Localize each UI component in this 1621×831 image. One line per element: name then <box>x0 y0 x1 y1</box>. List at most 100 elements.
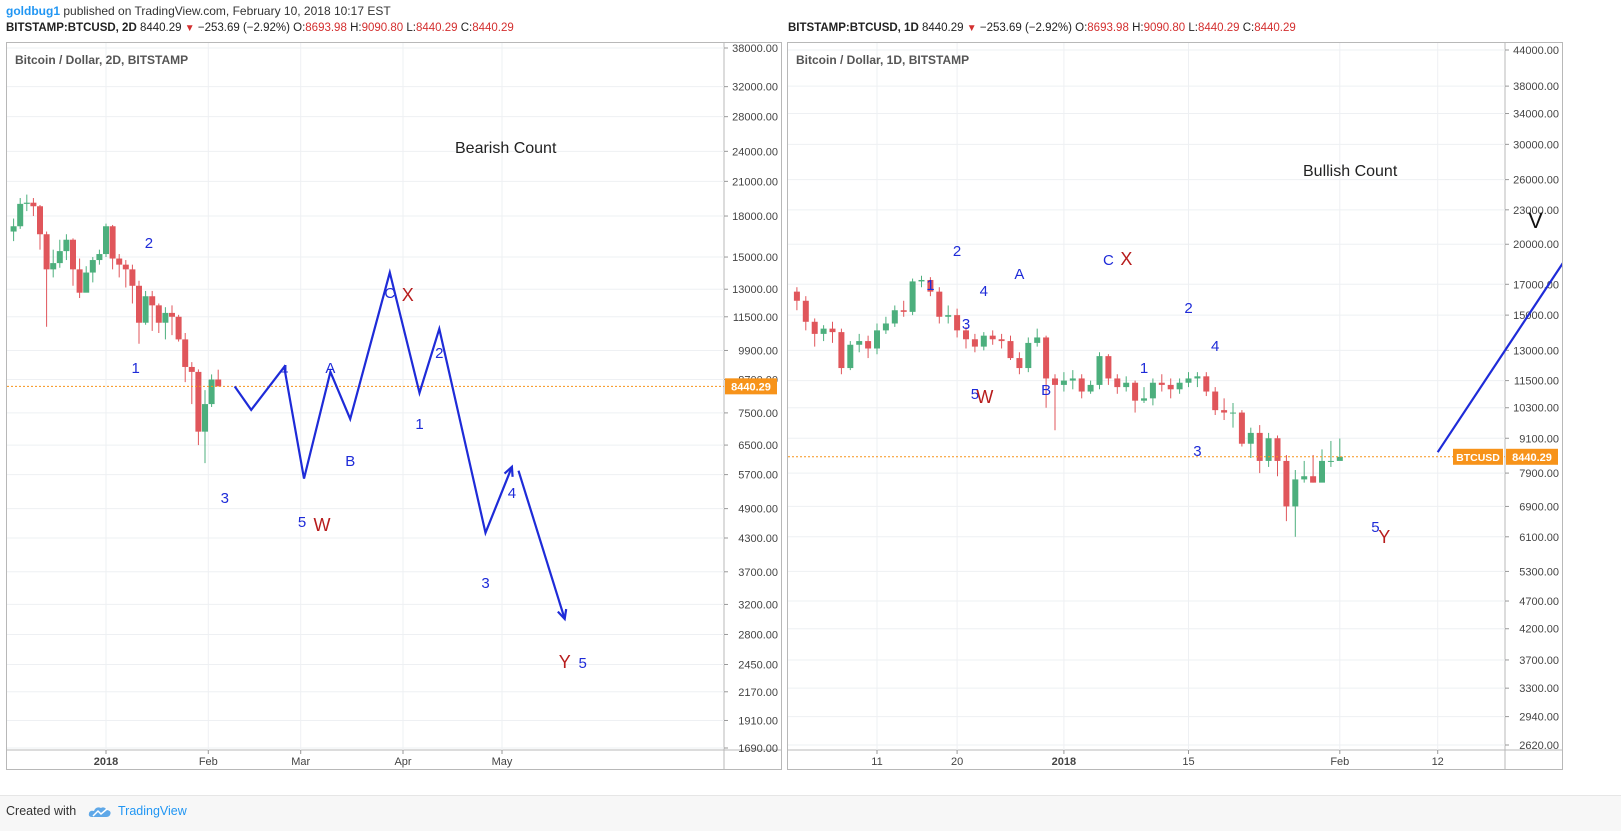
wave-label: W <box>976 387 993 407</box>
projection-path-final <box>517 470 566 620</box>
y-tick-label: 13000.00 <box>1513 345 1559 357</box>
candle-body <box>37 206 43 235</box>
candle-body <box>30 202 37 207</box>
candle-body <box>891 310 898 324</box>
candle-body <box>103 226 109 255</box>
candle-body <box>1319 460 1325 483</box>
chart-panel-right[interactable]: 44000.00 38000.00 34000.00 30000.00 26000.00… <box>787 42 1563 770</box>
candle-body <box>847 344 854 369</box>
candle-body <box>109 226 116 259</box>
arrow-head-icon <box>503 464 514 477</box>
wave-label: 4 <box>508 485 516 502</box>
candle-body <box>1060 380 1067 385</box>
tradingview-link[interactable]: TradingView <box>118 804 187 818</box>
close-value: 8440.29 <box>1254 22 1296 34</box>
y-tick-label: 20000.00 <box>1513 239 1559 251</box>
candle-body <box>811 321 818 334</box>
last-price: 8440.29 <box>921 22 964 34</box>
candle-body <box>1096 356 1103 385</box>
y-tick-label: 6500.00 <box>738 440 778 452</box>
candle-body <box>1336 456 1343 461</box>
wave-label: C <box>384 285 395 302</box>
y-tick-label: 2170.00 <box>738 687 778 699</box>
y-tick-label: 15000.00 <box>732 252 778 264</box>
y-tick-label: 4200.00 <box>1519 624 1559 636</box>
x-tick-label: 2018 <box>1052 756 1076 768</box>
candle-body <box>865 341 872 349</box>
y-tick-label: 4700.00 <box>1519 596 1559 608</box>
close-value: 8440.29 <box>472 22 514 34</box>
candle-body <box>971 339 978 347</box>
candle-body <box>116 258 123 265</box>
candle-body <box>1327 460 1334 462</box>
last-price-badge <box>725 378 777 395</box>
candle-body <box>1123 382 1130 388</box>
y-tick-label: 4300.00 <box>738 533 778 545</box>
chart-title: Bitcoin / Dollar, 1D, BITSTAMP <box>796 53 970 67</box>
x-tick-label: May <box>492 756 513 768</box>
y-tick-label: 21000.00 <box>732 176 778 188</box>
wave-label: 4 <box>280 362 288 379</box>
high-value: 9090.80 <box>1143 22 1186 34</box>
count-annotation: Bearish Count <box>455 140 557 157</box>
candle-body <box>1149 382 1156 399</box>
y-tick-label: 2620.00 <box>1519 740 1559 752</box>
y-tick-label: 4900.00 <box>738 504 778 516</box>
candle-body <box>215 379 222 387</box>
y-tick-label: 38000.00 <box>1513 81 1559 93</box>
chart-canvas-left[interactable]: 38000.00 32000.00 28000.00 24000.00 21000.00… <box>7 43 781 769</box>
chart-panel-left[interactable]: 38000.00 32000.00 28000.00 24000.00 21000.00… <box>6 42 782 770</box>
candle-body <box>1283 460 1290 507</box>
wave-label: 3 <box>962 316 970 333</box>
symbol-line-right: BITSTAMP:BTCUSD, 1D 8440.29 ▼ −253.69 (−… <box>788 22 1296 34</box>
y-tick-label: 32000.00 <box>732 82 778 94</box>
candle-body <box>1016 358 1023 369</box>
candle-body <box>1247 432 1254 444</box>
price-change: −253.69 (−2.92%) <box>979 22 1072 34</box>
wave-label: 2 <box>145 235 153 252</box>
candle-body <box>1043 337 1050 379</box>
projection-path <box>233 268 513 537</box>
candle-body <box>829 328 836 333</box>
y-tick-label: 44000.00 <box>1513 45 1559 57</box>
candle-body <box>1238 412 1245 444</box>
wave-label: W <box>314 515 331 535</box>
candle-body <box>122 264 129 270</box>
candle-body <box>43 234 50 270</box>
candle-body <box>142 296 149 323</box>
wave-label: 2 <box>1184 300 1192 317</box>
candle-body <box>1007 341 1014 359</box>
author-link[interactable]: goldbug1 <box>6 4 60 18</box>
y-tick-label: 17000.00 <box>1513 279 1559 291</box>
candle-body <box>56 251 63 264</box>
y-tick-label: 3200.00 <box>738 599 778 611</box>
wave-label: 3 <box>481 575 489 592</box>
y-tick-label: 3700.00 <box>1519 655 1559 667</box>
wave-label: Y <box>559 652 571 672</box>
candle-body <box>1212 391 1219 411</box>
candle-body <box>838 332 845 369</box>
candle-body <box>1034 337 1041 343</box>
candle-body <box>900 310 907 312</box>
candle-body <box>129 269 136 286</box>
candle-body <box>936 291 943 317</box>
y-tick-label: 9900.00 <box>738 345 778 357</box>
footer: Created with TradingView <box>0 795 1621 831</box>
open-value: 8693.98 <box>305 22 347 34</box>
candle-body <box>945 315 952 317</box>
candle-body <box>874 330 880 349</box>
y-tick-label: 18000.00 <box>732 211 778 223</box>
y-tick-label: 10300.00 <box>1513 403 1559 415</box>
candle-body <box>96 254 103 261</box>
count-annotation: Bullish Count <box>1303 163 1398 180</box>
y-tick-label: 11500.00 <box>733 312 778 324</box>
y-tick-label: 38000.00 <box>732 43 778 55</box>
x-tick-label: 20 <box>951 756 963 768</box>
candle-body <box>10 226 17 232</box>
candle-body <box>1221 410 1228 413</box>
wave-label: 5 <box>579 655 587 672</box>
candle-body <box>856 341 863 345</box>
candle-body <box>76 269 83 293</box>
chart-canvas-right[interactable]: 44000.00 38000.00 34000.00 30000.00 26000.00… <box>788 43 1562 769</box>
wave-label: 2 <box>953 243 961 260</box>
